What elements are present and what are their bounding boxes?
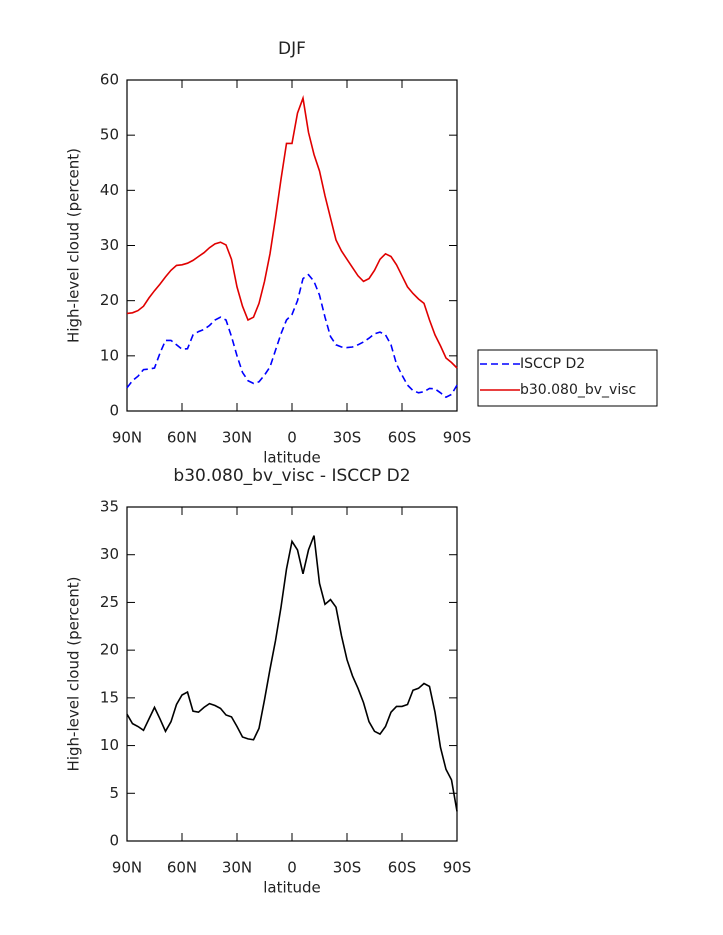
data-line — [126, 535, 458, 812]
y-tick-label: 15 — [100, 688, 119, 706]
legend-box — [477, 349, 658, 407]
plot-frame — [126, 506, 458, 842]
x-tick-label: 60S — [388, 859, 417, 877]
x-axis-label: latitude — [263, 879, 321, 897]
y-tick-label: 20 — [100, 641, 119, 659]
x-tick-label: 90S — [443, 859, 472, 877]
y-tick-label: 20 — [100, 291, 119, 309]
y-tick-label: 10 — [100, 736, 119, 754]
x-tick-label: 90N — [112, 429, 142, 447]
y-tick-label: 30 — [100, 545, 119, 563]
x-tick-label: 60N — [167, 859, 197, 877]
chart-title: DJF — [278, 39, 306, 59]
y-tick-label: 0 — [109, 402, 119, 420]
x-tick-label: 90N — [112, 859, 142, 877]
x-tick-label: 30S — [333, 859, 362, 877]
x-tick-label: 60N — [167, 429, 197, 447]
y-tick-label: 60 — [100, 71, 119, 89]
x-tick-label: 60S — [388, 429, 417, 447]
y-tick-label: 5 — [109, 784, 119, 802]
y-tick-label: 40 — [100, 181, 119, 199]
legend-label: b30.080_bv_visc — [520, 382, 636, 398]
x-axis-label: latitude — [263, 449, 321, 467]
chart-title: b30.080_bv_visc - ISCCP D2 — [173, 466, 410, 486]
data-line — [126, 95, 458, 369]
legend-label: ISCCP D2 — [520, 356, 585, 372]
plot-frame — [126, 79, 458, 412]
y-tick-label: 30 — [100, 236, 119, 254]
y-tick-label: 25 — [100, 593, 119, 611]
x-tick-label: 90S — [443, 429, 472, 447]
y-axis-label: High-level cloud (percent) — [65, 148, 83, 343]
y-tick-label: 0 — [109, 832, 119, 850]
y-tick-label: 35 — [100, 498, 119, 516]
x-tick-label: 30N — [222, 429, 252, 447]
x-tick-label: 30S — [333, 429, 362, 447]
data-line — [126, 273, 458, 399]
x-tick-label: 30N — [222, 859, 252, 877]
y-axis-label: High-level cloud (percent) — [65, 577, 83, 772]
x-tick-label: 0 — [287, 429, 297, 447]
y-tick-label: 50 — [100, 126, 119, 144]
x-tick-label: 0 — [287, 859, 297, 877]
y-tick-label: 10 — [100, 346, 119, 364]
